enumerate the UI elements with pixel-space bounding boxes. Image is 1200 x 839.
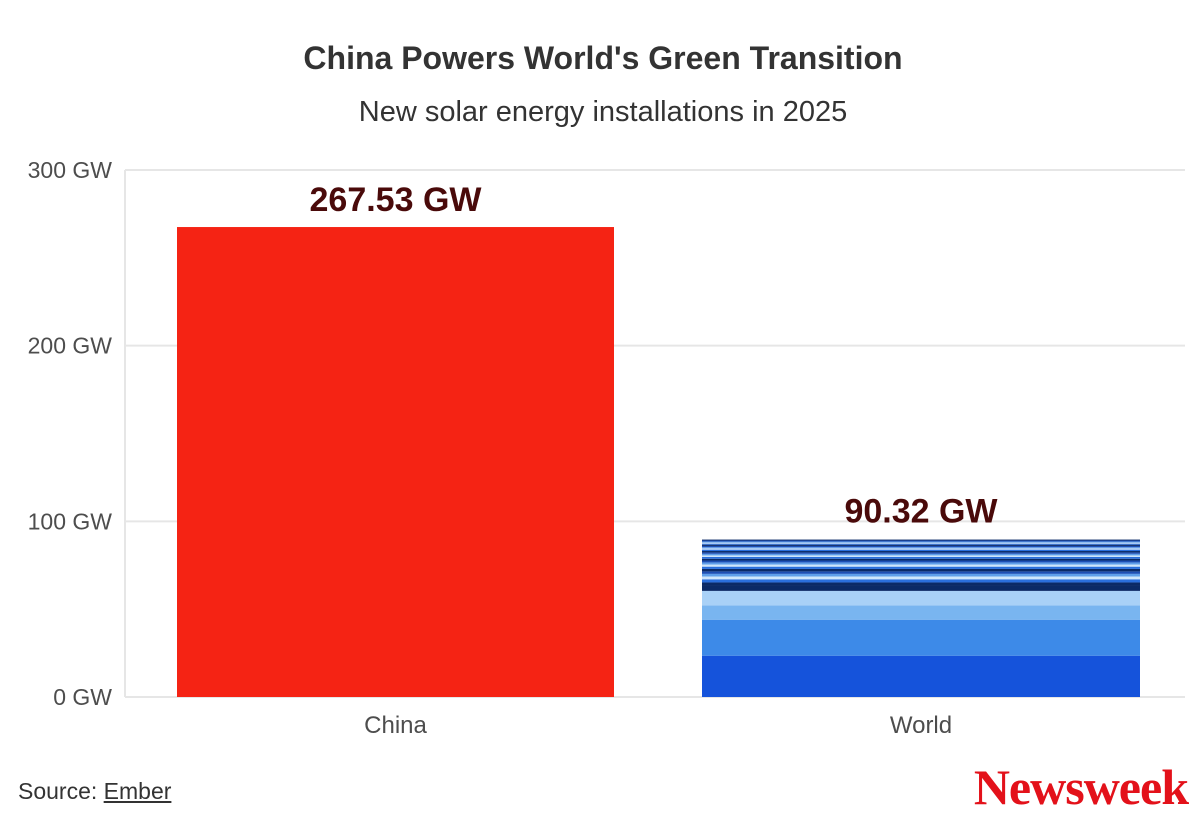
bar-world-segment — [702, 541, 1140, 543]
bar-world-segment — [702, 544, 1140, 546]
bar-world-segment — [702, 553, 1140, 556]
data-labels: 267.53 GW 90.32 GW — [310, 181, 999, 530]
chart-title: China Powers World's Green Transition — [303, 40, 903, 76]
data-label: 267.53 GW — [310, 181, 483, 219]
x-tick-label: World — [890, 712, 952, 739]
bar-world-segment — [702, 548, 1140, 550]
bar-world-segment — [702, 549, 1140, 552]
bar-world-segment — [702, 579, 1140, 583]
bar-world-segment — [702, 619, 1140, 656]
bar-world-segment — [702, 556, 1140, 559]
bar-world-segment — [702, 582, 1140, 586]
bar-world-segment — [702, 542, 1140, 544]
source-note: Source: Ember — [18, 778, 171, 805]
bars — [177, 227, 1140, 697]
bar-world-segment — [702, 552, 1140, 554]
bar-world-segment — [702, 573, 1140, 577]
newsweek-logo: Newsweek — [973, 759, 1189, 815]
y-tick-label: 200 GW — [28, 333, 113, 359]
bar-world-segment — [702, 551, 1140, 553]
bar-world-segment — [702, 540, 1140, 542]
bar-world-segment — [702, 590, 1140, 606]
bar-world-segment — [702, 568, 1140, 572]
bar-world-segment — [702, 560, 1140, 563]
bar-world-segment — [702, 547, 1140, 549]
source-prefix: Source: — [18, 778, 104, 804]
source-link[interactable]: Ember — [103, 778, 172, 804]
x-tick-label: China — [364, 712, 427, 739]
y-tick-label: 300 GW — [28, 157, 113, 183]
bar-world-segment — [702, 545, 1140, 548]
bar-world-segment — [702, 655, 1140, 697]
data-label: 90.32 GW — [844, 492, 998, 530]
bar-world-segment — [702, 562, 1140, 565]
y-axis: 0 GW 100 GW 200 GW 300 GW — [28, 157, 113, 710]
bar-world-segment — [702, 564, 1140, 567]
y-tick-label: 0 GW — [53, 684, 112, 710]
bar-world-segment — [702, 558, 1140, 561]
x-axis: China World — [364, 712, 952, 739]
bar-world-segment — [702, 566, 1140, 569]
bar-world-segment — [702, 585, 1140, 591]
chart-subtitle: New solar energy installations in 2025 — [358, 96, 848, 128]
bar-world-segment — [702, 555, 1140, 557]
y-tick-label: 100 GW — [28, 508, 113, 534]
bar-world-segment — [702, 576, 1140, 580]
bar-world-segment — [702, 539, 1140, 541]
bar-china — [177, 227, 614, 697]
bar-world-segment — [702, 571, 1140, 574]
bar-world-segment — [702, 543, 1140, 545]
bar-world-segment — [702, 605, 1140, 620]
